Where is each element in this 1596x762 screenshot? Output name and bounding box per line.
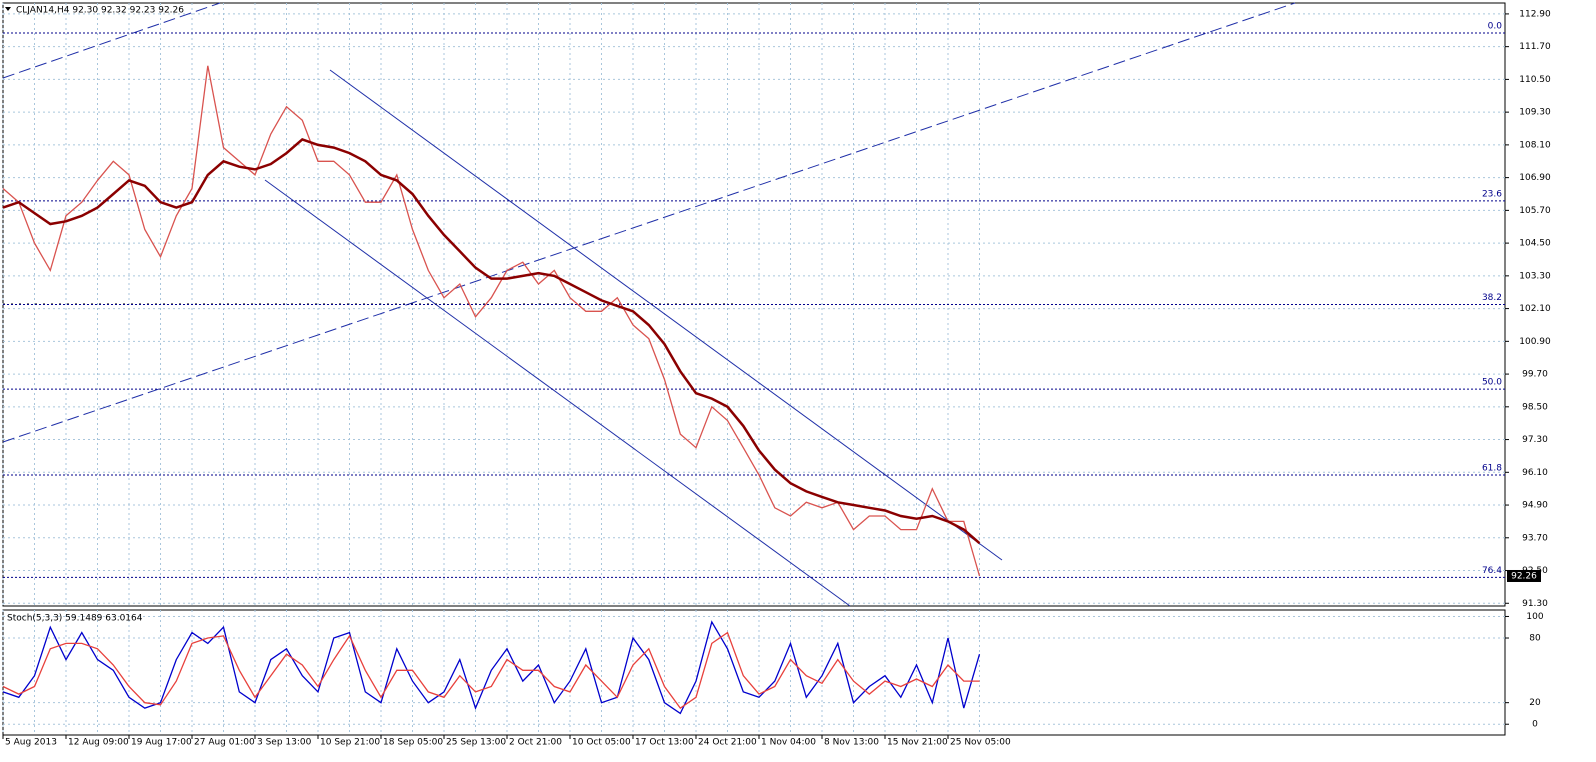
y-tick-label: 93.70 bbox=[1522, 533, 1548, 543]
y-tick-label: 99.70 bbox=[1522, 370, 1548, 380]
x-tick-label: 19 Aug 17:00 bbox=[131, 738, 192, 748]
y-tick-label: 20 bbox=[1529, 698, 1541, 708]
grid bbox=[2, 3, 1505, 735]
price-tag-bg bbox=[1507, 569, 1541, 582]
x-tick-label: 18 Sep 05:00 bbox=[383, 738, 443, 748]
y-tick-label: 103.30 bbox=[1519, 271, 1551, 281]
x-tick-label: 5 Aug 2013 bbox=[5, 738, 57, 748]
y-tick-label: 110.50 bbox=[1519, 75, 1551, 85]
y-tick-label: 100 bbox=[1526, 612, 1543, 622]
y-tick-label: 105.70 bbox=[1519, 206, 1551, 216]
x-tick-label: 1 Nov 04:00 bbox=[761, 738, 816, 748]
y-tick-label: 0 bbox=[1532, 720, 1538, 730]
series-line bbox=[2, 620, 981, 715]
y-tick-label: 80 bbox=[1529, 634, 1541, 644]
fib-label: 23.6 bbox=[1482, 189, 1502, 199]
series-line bbox=[2, 137, 981, 545]
x-tick-label: 10 Oct 05:00 bbox=[572, 738, 631, 748]
fib-label: 38.2 bbox=[1482, 293, 1502, 303]
header: CLJAN14,H4 92.30 92.32 92.23 92.26 bbox=[16, 6, 184, 16]
x-tick-label: 3 Sep 13:00 bbox=[257, 738, 312, 748]
channel-line bbox=[329, 69, 1003, 561]
y-tick-label: 94.90 bbox=[1522, 501, 1548, 511]
y-tick-label: 104.50 bbox=[1519, 239, 1551, 249]
series-line bbox=[2, 631, 980, 709]
y-tick-label: 111.70 bbox=[1519, 42, 1551, 52]
y-tick-label: 109.30 bbox=[1519, 108, 1551, 118]
x-tick-label: 10 Sep 21:00 bbox=[320, 738, 380, 748]
fib-levels: 0.0 23.6 38.2 50.0 61.8 76.4 bbox=[3, 22, 1505, 578]
trend-line bbox=[2, 2, 1296, 443]
y-tick-label: 100.90 bbox=[1519, 337, 1551, 347]
x-tick-label: 8 Nov 13:00 bbox=[824, 738, 879, 748]
stoch-panel bbox=[2, 609, 1506, 736]
x-tick-label: 15 Nov 21:00 bbox=[887, 738, 948, 748]
menu-arrow bbox=[5, 7, 11, 11]
x-tick-label: 17 Oct 13:00 bbox=[635, 738, 694, 748]
channel-line bbox=[264, 179, 851, 607]
y-tick-label: 97.30 bbox=[1522, 435, 1548, 445]
y-tick-label: 96.10 bbox=[1522, 468, 1548, 478]
fib-label: 50.0 bbox=[1482, 378, 1502, 388]
trend-line bbox=[2, 2, 221, 79]
fib-label: 0.0 bbox=[1488, 22, 1503, 32]
y-tick-label: 98.50 bbox=[1522, 402, 1548, 412]
x-tick-label: 12 Aug 09:00 bbox=[68, 738, 129, 748]
x-tick-label: 27 Aug 01:00 bbox=[194, 738, 255, 748]
x-tick-label: 24 Oct 21:00 bbox=[698, 738, 757, 748]
fib-label: 61.8 bbox=[1482, 464, 1502, 474]
y-tick-label: 102.10 bbox=[1519, 304, 1551, 314]
price-tag: 92.26 bbox=[1511, 571, 1537, 581]
x-tick-label: 25 Sep 13:00 bbox=[446, 738, 506, 748]
y-tick-label: 91.30 bbox=[1522, 599, 1548, 609]
stoch-title: Stoch(5,3,3) 59.1489 63.0164 bbox=[7, 614, 143, 624]
y-tick-label: 112.90 bbox=[1519, 9, 1551, 19]
x-tick-label: 2 Oct 21:00 bbox=[509, 738, 562, 748]
fib-label: 76.4 bbox=[1482, 566, 1502, 576]
y-tick-label: 106.90 bbox=[1519, 173, 1551, 183]
y-tick-label: 108.10 bbox=[1519, 140, 1551, 150]
x-tick-label: 25 Nov 05:00 bbox=[950, 738, 1011, 748]
series-line bbox=[2, 65, 981, 577]
